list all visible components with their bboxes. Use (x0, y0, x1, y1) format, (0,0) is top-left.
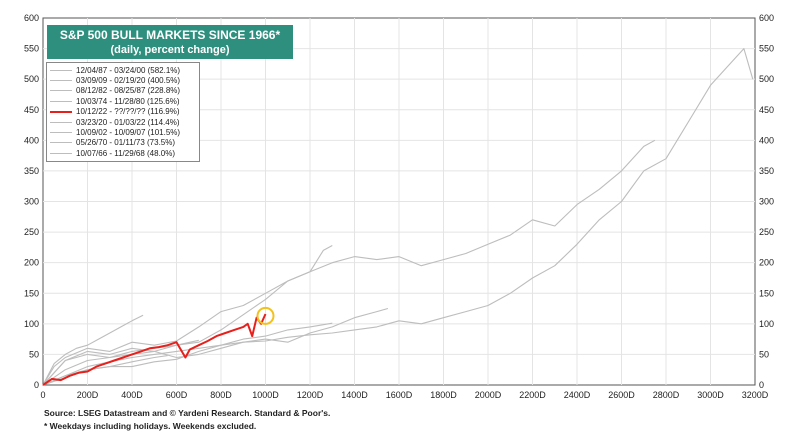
chart-title: S&P 500 BULL MARKETS SINCE 1966* (59, 28, 281, 42)
legend-swatch (50, 90, 72, 92)
y-tick-label-left: 200 (24, 258, 39, 268)
y-tick-label-left: 300 (24, 197, 39, 207)
legend-label: 12/04/87 - 03/24/00 (582.1%) (76, 65, 181, 75)
x-tick-label: 1800D (430, 390, 457, 400)
legend-entry: 12/04/87 - 03/24/00 (582.1%) (50, 65, 196, 75)
series-line (42, 245, 333, 386)
x-tick-label: 3000D (697, 390, 724, 400)
y-tick-label-left: 150 (24, 288, 39, 298)
legend-label: 10/07/66 - 11/29/68 (48.0%) (76, 148, 176, 158)
y-tick-label-left: 0 (34, 380, 39, 390)
legend: 12/04/87 - 03/24/00 (582.1%) 03/09/09 - 0… (46, 62, 200, 162)
legend-swatch (50, 132, 72, 134)
legend-label: 05/26/70 - 01/11/73 (73.5%) (76, 138, 176, 148)
legend-entry: 10/03/74 - 11/28/80 (125.6%) (50, 96, 196, 106)
y-tick-label-left: 450 (24, 105, 39, 115)
x-tick-label: 0 (40, 390, 45, 400)
legend-entry: 10/09/02 - 10/09/07 (101.5%) (50, 127, 196, 137)
y-tick-label-right: 50 (759, 349, 769, 359)
series-line-current (42, 313, 267, 386)
highlight-marker (256, 306, 275, 325)
y-tick-label-left: 550 (24, 44, 39, 54)
chart-title-box: S&P 500 BULL MARKETS SINCE 1966* (daily,… (47, 25, 293, 59)
x-tick-label: 200D (77, 390, 99, 400)
y-tick-label-right: 500 (759, 74, 774, 84)
y-tick-label-right: 450 (759, 105, 774, 115)
x-tick-label: 1200D (297, 390, 324, 400)
y-tick-label-left: 100 (24, 319, 39, 329)
y-tick-label-right: 350 (759, 166, 774, 176)
y-tick-label-right: 600 (759, 13, 774, 23)
series-line (42, 355, 168, 386)
y-tick-label-right: 0 (759, 380, 764, 390)
series-line (42, 139, 656, 386)
legend-entry: 10/12/22 - ??/??/?? (116.9%) (50, 107, 196, 117)
series-line (42, 314, 144, 386)
y-tick-label-left: 50 (29, 349, 39, 359)
x-tick-label: 1600D (386, 390, 413, 400)
legend-label: 08/12/82 - 08/25/87 (228.8%) (76, 86, 181, 96)
legend-entry: 03/09/09 - 02/19/20 (400.5%) (50, 75, 196, 85)
x-tick-label: 1400D (341, 390, 368, 400)
legend-label: 03/23/20 - 01/03/22 (114.4%) (76, 117, 180, 127)
current-point-circle (256, 306, 275, 325)
y-tick-label-right: 150 (759, 288, 774, 298)
series-line (42, 48, 754, 386)
x-tick-label: 2000D (475, 390, 502, 400)
legend-entry: 10/07/66 - 11/29/68 (48.0%) (50, 148, 196, 158)
legend-entry: 03/23/20 - 01/03/22 (114.4%) (50, 117, 196, 127)
legend-swatch (50, 69, 72, 71)
y-tick-label-left: 250 (24, 227, 39, 237)
legend-swatch (50, 110, 72, 113)
legend-entry: 08/12/82 - 08/25/87 (228.8%) (50, 86, 196, 96)
series-lines (42, 48, 754, 386)
y-tick-label-left: 500 (24, 74, 39, 84)
y-tick-label-right: 200 (759, 258, 774, 268)
x-tick-label: 2400D (564, 390, 591, 400)
series-line (42, 322, 333, 386)
series-line (42, 307, 389, 386)
y-tick-label-right: 550 (759, 44, 774, 54)
y-tick-label-right: 300 (759, 197, 774, 207)
y-tick-label-left: 350 (24, 166, 39, 176)
footnotes: Source: LSEG Datastream and © Yardeni Re… (44, 407, 330, 433)
legend-swatch (50, 152, 72, 154)
x-tick-label: 3200D (742, 390, 769, 400)
x-tick-label: 2600D (608, 390, 635, 400)
legend-swatch (50, 80, 72, 82)
legend-label: 10/03/74 - 11/28/80 (125.6%) (76, 96, 180, 106)
legend-entry: 05/26/70 - 01/11/73 (73.5%) (50, 138, 196, 148)
weekday-note: * Weekdays including holidays. Weekends … (44, 421, 257, 431)
y-tick-label-right: 100 (759, 319, 774, 329)
y-tick-label-left: 600 (24, 13, 39, 23)
x-tick-label: 1000D (252, 390, 279, 400)
series-line (42, 339, 199, 386)
x-tick-label: 400D (121, 390, 143, 400)
x-tick-label: 2200D (519, 390, 546, 400)
chart-subtitle: (daily, percent change) (110, 44, 230, 56)
legend-swatch (50, 121, 72, 123)
legend-swatch (50, 100, 72, 102)
x-tick-label: 2800D (653, 390, 680, 400)
legend-swatch (50, 142, 72, 144)
x-tick-label: 800D (210, 390, 232, 400)
legend-label: 03/09/09 - 02/19/20 (400.5%) (76, 76, 181, 86)
y-tick-label-right: 400 (759, 135, 774, 145)
legend-label: 10/09/02 - 10/09/07 (101.5%) (76, 128, 181, 138)
y-tick-label-right: 250 (759, 227, 774, 237)
legend-label: 10/12/22 - ??/??/?? (116.9%) (76, 107, 180, 117)
x-tick-label: 600D (166, 390, 188, 400)
y-tick-label-left: 400 (24, 135, 39, 145)
source-note: Source: LSEG Datastream and © Yardeni Re… (44, 408, 331, 418)
